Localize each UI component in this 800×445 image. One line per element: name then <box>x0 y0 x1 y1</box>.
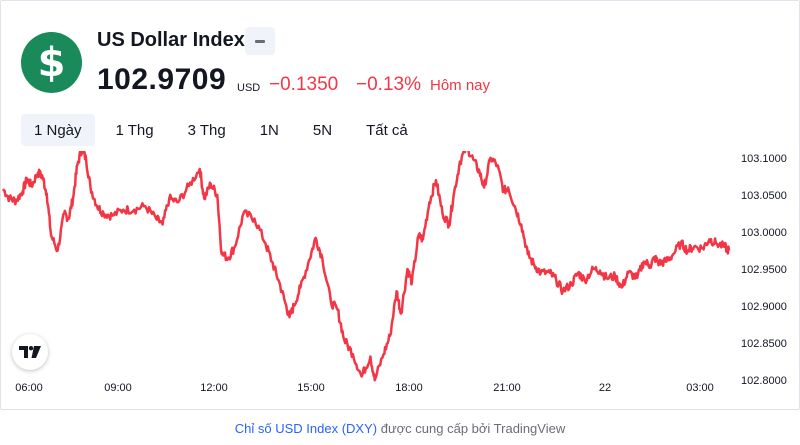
y-tick-label: 103.1000 <box>741 153 787 165</box>
currency-label: USD <box>237 82 261 94</box>
range-tab-all[interactable]: Tất cả <box>366 121 408 139</box>
price-chart[interactable]: 103.1000 103.0500 103.0000 102.9500 102.9000… <box>1 151 800 403</box>
tradingview-mark <box>19 346 41 358</box>
x-tick-label: 22 <box>599 382 611 394</box>
symbol-widget: $ US Dollar Index 102.9709 USD −0.1350 −… <box>0 0 800 410</box>
symbol-menu-button[interactable] <box>245 27 275 55</box>
last-price: 102.9709 <box>97 63 227 96</box>
y-tick-label: 103.0000 <box>741 227 787 239</box>
dollar-logo-icon: $ <box>21 32 82 93</box>
x-tick-label: 21:00 <box>493 382 521 394</box>
attribution-text: được cung cấp bởi TradingView <box>380 421 566 436</box>
minus-icon <box>255 39 265 43</box>
x-tick-label: 03:00 <box>686 382 714 394</box>
y-tick-label: 102.8500 <box>741 338 787 350</box>
symbol-name[interactable]: US Dollar Index <box>97 29 245 51</box>
date-range-tabs: 1 Ngày 1 Thg 3 Thg 1N 5N Tất cả <box>21 114 429 146</box>
price-change: −0.1350 <box>269 74 339 95</box>
range-tab-3-months[interactable]: 3 Thg <box>187 121 226 139</box>
y-tick-label: 102.9500 <box>741 264 787 276</box>
range-tab-1-month[interactable]: 1 Thg <box>115 121 154 139</box>
change-period-label: Hôm nay <box>430 77 491 94</box>
x-tick-label: 06:00 <box>15 382 43 394</box>
y-tick-label: 103.0500 <box>741 190 787 202</box>
x-tick-label: 12:00 <box>200 382 228 394</box>
x-tick-label: 09:00 <box>104 382 132 394</box>
x-tick-label: 15:00 <box>297 382 325 394</box>
tradingview-logo-icon[interactable] <box>12 334 48 370</box>
range-tab-5-years[interactable]: 5N <box>312 121 333 139</box>
range-tab-1-year[interactable]: 1N <box>259 121 279 139</box>
dxy-link[interactable]: Chỉ số USD Index (DXY) <box>234 421 378 436</box>
price-series-line <box>1 151 731 382</box>
range-tab-1-day[interactable]: 1 Ngày <box>21 114 95 146</box>
attribution-footer: Chỉ số USD Index (DXY) được cung cấp bởi… <box>0 421 800 436</box>
price-change-percent: −0.13% <box>356 74 421 95</box>
y-tick-label: 102.8000 <box>741 375 787 387</box>
x-tick-label: 18:00 <box>395 382 423 394</box>
y-tick-label: 102.9000 <box>741 301 787 313</box>
logo-symbol: $ <box>37 39 66 86</box>
